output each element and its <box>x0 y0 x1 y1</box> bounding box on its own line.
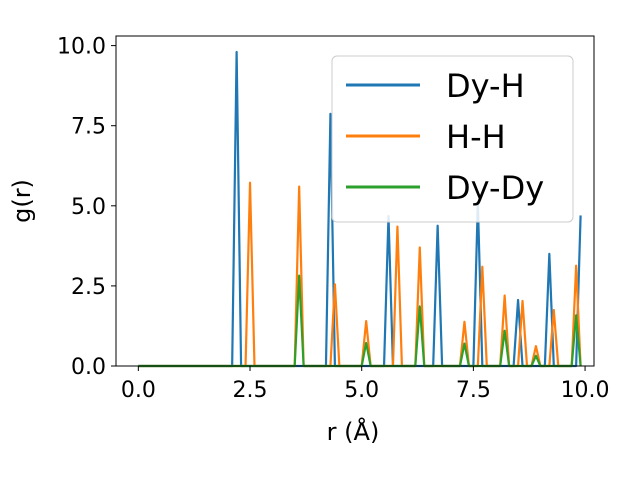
y-tick-label: 0.0 <box>71 355 106 380</box>
x-tick-label: 7.5 <box>456 378 491 403</box>
legend-label-dy-h: Dy-H <box>446 67 525 105</box>
x-tick-label: 2.5 <box>233 378 268 403</box>
y-axis-ticks: 0.0 2.5 5.0 7.5 10.0 <box>57 35 116 380</box>
y-axis-label: g(r) <box>8 179 36 223</box>
x-axis-ticks: 0.0 2.5 5.0 7.5 10.0 <box>121 366 610 403</box>
y-tick-label: 5.0 <box>71 195 106 220</box>
legend-label-dy-dy: Dy-Dy <box>446 169 544 207</box>
x-tick-label: 5.0 <box>344 378 379 403</box>
legend: Dy-H H-H Dy-Dy <box>331 55 574 223</box>
legend-label-h-h: H-H <box>446 118 506 156</box>
y-tick-label: 7.5 <box>71 115 106 140</box>
x-tick-label: 0.0 <box>121 378 156 403</box>
x-tick-label: 10.0 <box>561 378 610 403</box>
y-tick-label: 10.0 <box>57 35 106 60</box>
y-tick-label: 2.5 <box>71 275 106 300</box>
legend-box <box>331 55 574 223</box>
plot-frame <box>115 35 595 367</box>
x-axis-label: r (Å) <box>327 417 380 446</box>
